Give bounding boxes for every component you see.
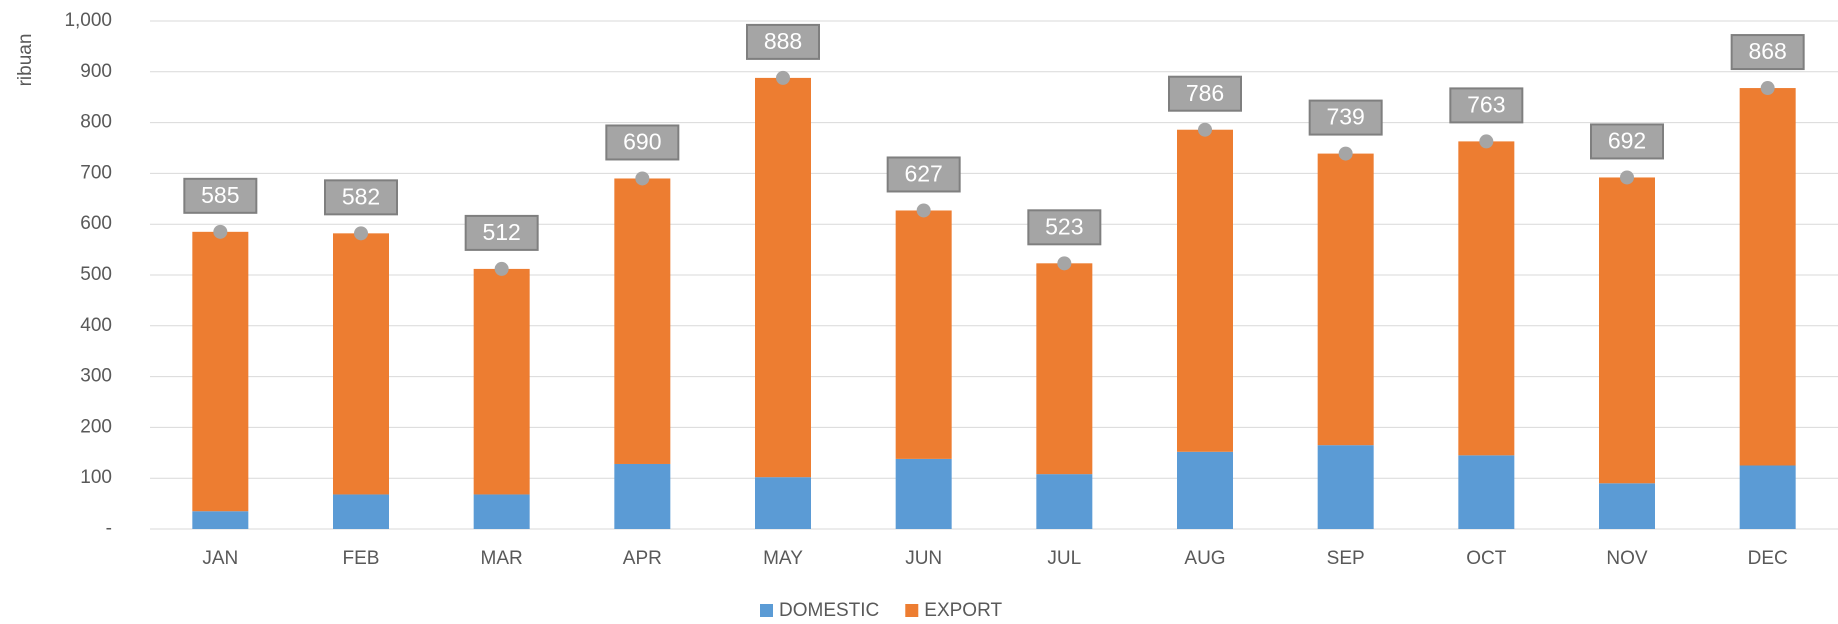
data-label: 627 <box>904 161 942 187</box>
x-tick-label: MAR <box>481 548 523 569</box>
bar-segment <box>1739 88 1796 466</box>
data-label: 763 <box>1467 91 1505 117</box>
data-label: 582 <box>342 183 380 209</box>
total-marker <box>1198 122 1212 137</box>
total-marker <box>776 70 790 85</box>
bar-segment <box>755 77 811 478</box>
y-tick-label: 600 <box>80 213 112 234</box>
data-label-box <box>1449 87 1524 124</box>
x-tick-label: APR <box>623 548 662 569</box>
bar-segment <box>895 458 952 529</box>
bar-segment <box>192 231 249 512</box>
y-tick-label: 800 <box>80 112 112 133</box>
bar-segment <box>1458 141 1515 456</box>
y-tick-label: 1,000 <box>64 10 112 31</box>
data-label-box <box>605 124 680 161</box>
x-tick-label: JUL <box>1047 548 1081 569</box>
bar-segment <box>1317 153 1374 446</box>
y-tick-label: 900 <box>80 61 112 82</box>
data-label-box <box>464 214 539 251</box>
total-marker <box>1338 146 1353 161</box>
y-tick-label: 300 <box>80 366 112 387</box>
bar-segment <box>614 178 671 464</box>
data-label-box <box>886 156 961 193</box>
bar-segment <box>333 494 389 529</box>
data-label-box <box>746 23 820 60</box>
x-tick-label: JUN <box>905 548 942 569</box>
legend-swatch <box>905 604 919 617</box>
bar-segment <box>895 210 952 459</box>
data-label-box <box>1027 209 1102 246</box>
x-tick-label: MAY <box>763 548 803 569</box>
bar-segment <box>1177 129 1233 452</box>
bar-segment <box>473 494 530 529</box>
bar-segment <box>1458 455 1515 529</box>
data-label: 739 <box>1326 104 1364 130</box>
bar-segment <box>1599 483 1655 529</box>
bar-segment <box>1317 445 1374 529</box>
x-tick-label: NOV <box>1606 548 1648 569</box>
x-tick-label: SEP <box>1327 548 1365 569</box>
y-axis-label: ribuan <box>15 34 36 87</box>
data-label: 690 <box>623 129 661 155</box>
data-label: 786 <box>1186 80 1224 106</box>
y-tick-label: 400 <box>80 315 112 336</box>
x-tick-label: JAN <box>202 548 238 569</box>
total-marker <box>916 203 931 218</box>
y-tick-label: 100 <box>80 467 112 488</box>
data-label: 692 <box>1608 128 1646 154</box>
total-marker <box>635 171 650 186</box>
total-marker <box>1760 81 1775 96</box>
legend-label: EXPORT <box>924 600 1002 621</box>
y-tick-label: 500 <box>80 264 112 285</box>
data-label-box <box>324 179 398 216</box>
data-label: 512 <box>482 219 520 245</box>
y-tick-label: 200 <box>80 416 112 437</box>
y-tick-label: - <box>106 518 112 539</box>
legend-label: DOMESTIC <box>779 600 879 621</box>
bar-segment <box>1599 177 1655 484</box>
total-marker <box>494 261 509 276</box>
data-label: 868 <box>1748 38 1786 64</box>
total-marker <box>1620 170 1634 185</box>
bar-segment <box>473 268 530 495</box>
legend-swatch <box>760 604 773 617</box>
x-tick-label: AUG <box>1184 548 1225 569</box>
data-label: 585 <box>201 182 239 208</box>
data-label-box <box>1168 75 1242 112</box>
total-marker <box>213 224 228 239</box>
total-marker <box>1479 134 1494 149</box>
x-tick-label: OCT <box>1466 548 1507 569</box>
data-label-box <box>1730 34 1805 71</box>
bar-segment <box>1036 474 1093 529</box>
data-label: 888 <box>764 28 802 54</box>
data-label-box <box>183 177 258 214</box>
y-tick-label: 700 <box>80 162 112 183</box>
data-label-box <box>1308 99 1383 136</box>
bar-segment <box>1177 451 1233 529</box>
data-label-box <box>1590 123 1664 160</box>
data-label: 523 <box>1045 213 1083 239</box>
x-tick-label: DEC <box>1748 548 1788 569</box>
total-marker <box>1057 256 1072 271</box>
bar-segment <box>1739 465 1796 529</box>
x-tick-label: FEB <box>343 548 380 569</box>
bar-segment <box>755 477 811 529</box>
bar-segment <box>1036 263 1093 475</box>
bar-segment <box>192 511 249 529</box>
bar-segment <box>614 463 671 529</box>
bar-segment <box>333 233 389 495</box>
total-marker <box>354 226 368 241</box>
